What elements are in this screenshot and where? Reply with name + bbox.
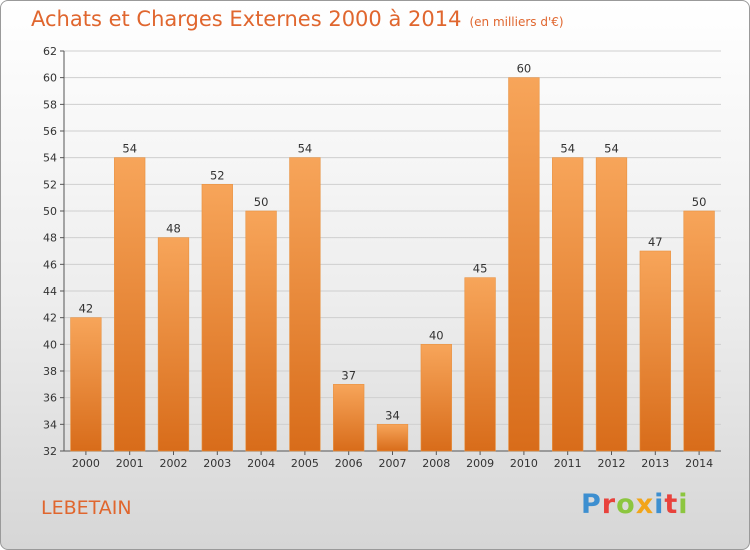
y-tick-label: 60 [43,72,57,85]
x-tick-label: 2004 [247,457,275,470]
proxiti-logo: Proxiti [581,489,689,520]
bar-2014 [683,210,715,452]
bar-2008 [420,344,452,452]
x-tick-label: 2010 [510,457,538,470]
logo-letter: r [601,489,617,520]
x-tick-label: 2002 [160,457,188,470]
bar-2004 [245,210,277,452]
bar-value-label: 40 [429,328,444,342]
bars [70,77,715,452]
bar-2013 [639,250,671,452]
bar-value-label: 60 [517,62,532,76]
x-tick-label: 2005 [291,457,319,470]
bar-value-label: 50 [254,195,269,209]
bar-value-label: 47 [648,235,663,249]
chart-subtitle: (en milliers d'€) [469,15,564,29]
bar-value-label: 54 [560,142,575,156]
bar-2012 [595,157,628,452]
commune-name: LEBETAIN [41,497,132,519]
y-tick-label: 54 [43,152,57,165]
bar-2003 [201,184,233,452]
bar-value-label: 42 [79,302,94,316]
logo-letter: i [678,489,689,520]
x-tick-label: 2014 [685,457,713,470]
x-tick-label: 2013 [641,457,669,470]
bar-2010 [508,77,540,452]
x-tick-label: 2008 [422,457,450,470]
x-tick-label: 2003 [203,457,231,470]
bar-value-label: 45 [473,262,488,276]
bar-value-label: 50 [692,195,707,209]
bar-value-label: 34 [385,408,400,422]
bar-2006 [333,384,365,452]
x-tick-label: 2011 [554,457,582,470]
chart-title-block: Achats et Charges Externes 2000 à 2014 (e… [31,7,564,31]
logo-letter: P [581,489,602,520]
bar-value-label: 48 [166,222,181,236]
bar-value-label: 37 [341,368,356,382]
x-tick-label: 2000 [72,457,100,470]
y-tick-label: 38 [43,365,57,378]
y-tick-label: 58 [43,98,57,111]
bar-2005 [289,157,321,452]
bar-2007 [376,424,409,452]
y-tick-label: 44 [43,285,57,298]
x-tick-label: 2009 [466,457,494,470]
data-labels: 42 54 48 52 50 54 37 34 40 45 60 54 54 47 50 [79,62,707,423]
x-tick-label: 2012 [598,457,626,470]
y-tick-label: 34 [43,418,57,431]
y-tick-label: 62 [43,45,57,58]
bar-2002 [157,237,190,452]
bar-2011 [552,157,584,452]
y-tick-label: 36 [43,392,57,405]
y-tick-label: 48 [43,232,57,245]
logo-letter: t [664,489,679,520]
y-tick-label: 42 [43,312,57,325]
logo-letter: o [616,489,636,520]
y-tick-label: 40 [43,338,57,351]
bar-value-label: 54 [298,142,313,156]
bar-2001 [114,157,146,452]
y-tick-label: 56 [43,125,57,138]
bar-value-label: 54 [604,142,619,156]
x-tick-label: 2001 [116,457,144,470]
logo-letter: x [635,489,655,520]
bar-value-label: 52 [210,168,225,182]
x-tick-label: 2007 [379,457,407,470]
bar-2009 [464,277,496,452]
x-tick-label: 2006 [335,457,363,470]
logo-letter: i [654,489,665,520]
bar-2000 [70,317,102,452]
chart-title: Achats et Charges Externes 2000 à 2014 [31,7,462,31]
y-tick-label: 32 [43,445,57,458]
y-tick-label: 50 [43,205,57,218]
y-tick-label: 46 [43,258,57,271]
bar-value-label: 54 [122,142,137,156]
y-tick-label: 52 [43,178,57,191]
